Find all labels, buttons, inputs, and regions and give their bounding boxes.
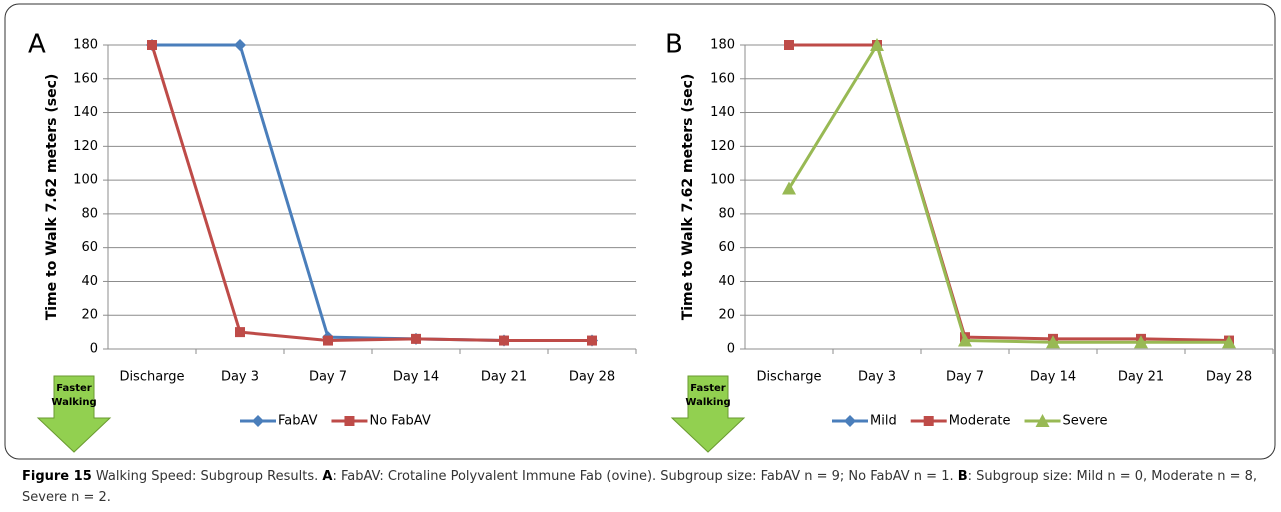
y-tick-label: 160 — [710, 71, 735, 86]
series-line — [150, 44, 592, 343]
marker — [1222, 335, 1236, 349]
x-tick-label: Discharge — [756, 370, 821, 385]
y-tick-label: 60 — [81, 240, 98, 255]
caption: Figure 15 Walking Speed: Subgroup Result… — [22, 466, 1267, 508]
caption-panel-b: B — [957, 469, 968, 484]
y-tick-label: 20 — [718, 308, 735, 323]
y-tick-label: 60 — [718, 240, 735, 255]
figure: A Time to Walk 7.62 meters (sec) 0 20 40 60 80… — [4, 3, 1276, 460]
y-tick-label: 20 — [81, 308, 98, 323]
marker — [958, 333, 972, 347]
marker — [870, 38, 884, 51]
y-tick-label: 40 — [718, 274, 735, 289]
marker — [234, 39, 246, 51]
marker — [235, 327, 245, 338]
x-tick-label: Day 28 — [569, 370, 615, 385]
marker — [499, 335, 509, 346]
caption-b-text: : Subgroup size: Mild n = 0, Moderate n … — [22, 469, 1258, 505]
series-line — [787, 41, 1229, 344]
legend-marker — [844, 415, 856, 427]
x-tick-label: Day 7 — [309, 370, 347, 385]
marker — [782, 181, 796, 195]
x-tick-label: Discharge — [119, 370, 184, 385]
marker — [323, 335, 333, 346]
x-tick-label: Day 3 — [858, 370, 896, 385]
y-tick-label: 140 — [73, 105, 98, 120]
panel-label: B — [665, 30, 683, 60]
caption-title: Walking Speed: Subgroup Results. — [95, 469, 319, 484]
legend-label: Mild — [870, 414, 897, 429]
legend-label: No FabAV — [369, 414, 430, 429]
series-line — [152, 43, 592, 343]
x-tick-label: Day 14 — [393, 370, 439, 385]
marker — [147, 40, 157, 50]
figure-border — [4, 3, 1276, 460]
y-axis-label: Time to Walk 7.62 meters (sec) — [44, 74, 60, 321]
x-tick-label: Day 14 — [1030, 370, 1076, 385]
marker — [587, 335, 597, 346]
y-tick-label: 140 — [710, 105, 735, 120]
caption-panel-a: A — [322, 469, 333, 484]
y-tick-label: 0 — [90, 342, 98, 357]
caption-a-text: : FabAV: Crotaline Polyvalent Immune Fab… — [332, 469, 954, 484]
y-tick-label: 100 — [710, 173, 735, 188]
marker — [784, 40, 794, 50]
annotation: Faster — [690, 383, 726, 394]
panel-label: A — [28, 30, 46, 60]
annotation: Walking — [685, 397, 730, 408]
caption-label: Figure 15 — [22, 469, 92, 484]
legend-label: Severe — [1063, 414, 1108, 429]
x-tick-label: Day 7 — [946, 370, 984, 385]
y-tick-label: 120 — [710, 139, 735, 154]
y-tick-label: 100 — [73, 173, 98, 188]
legend-marker — [252, 415, 264, 427]
y-tick-label: 80 — [718, 206, 735, 221]
marker — [411, 333, 421, 344]
y-tick-label: 180 — [73, 38, 98, 53]
x-tick-label: Day 3 — [221, 370, 259, 385]
arrow — [36, 375, 112, 453]
legend-marker — [344, 416, 355, 426]
y-axis-label: Time to Walk 7.62 meters (sec) — [680, 74, 696, 321]
legend-label: Moderate — [949, 414, 1011, 429]
arrow — [670, 375, 746, 453]
y-tick-label: 160 — [73, 71, 98, 86]
x-tick-label: Day 21 — [1118, 370, 1164, 385]
y-tick-label: 80 — [81, 206, 98, 221]
legend-marker — [1035, 414, 1050, 427]
series-line — [789, 43, 1230, 343]
legend-label: FabAV — [278, 414, 318, 429]
y-tick-label: 180 — [710, 38, 735, 53]
annotation: Faster — [56, 383, 92, 394]
y-tick-label: 120 — [73, 139, 98, 154]
x-tick-label: Day 21 — [481, 370, 527, 385]
marker — [1134, 335, 1148, 349]
marker — [1046, 335, 1060, 349]
legend-marker — [923, 416, 934, 426]
x-tick-label: Day 28 — [1206, 370, 1252, 385]
annotation: Walking — [51, 397, 96, 408]
y-tick-label: 0 — [727, 342, 735, 357]
y-tick-label: 40 — [81, 274, 98, 289]
